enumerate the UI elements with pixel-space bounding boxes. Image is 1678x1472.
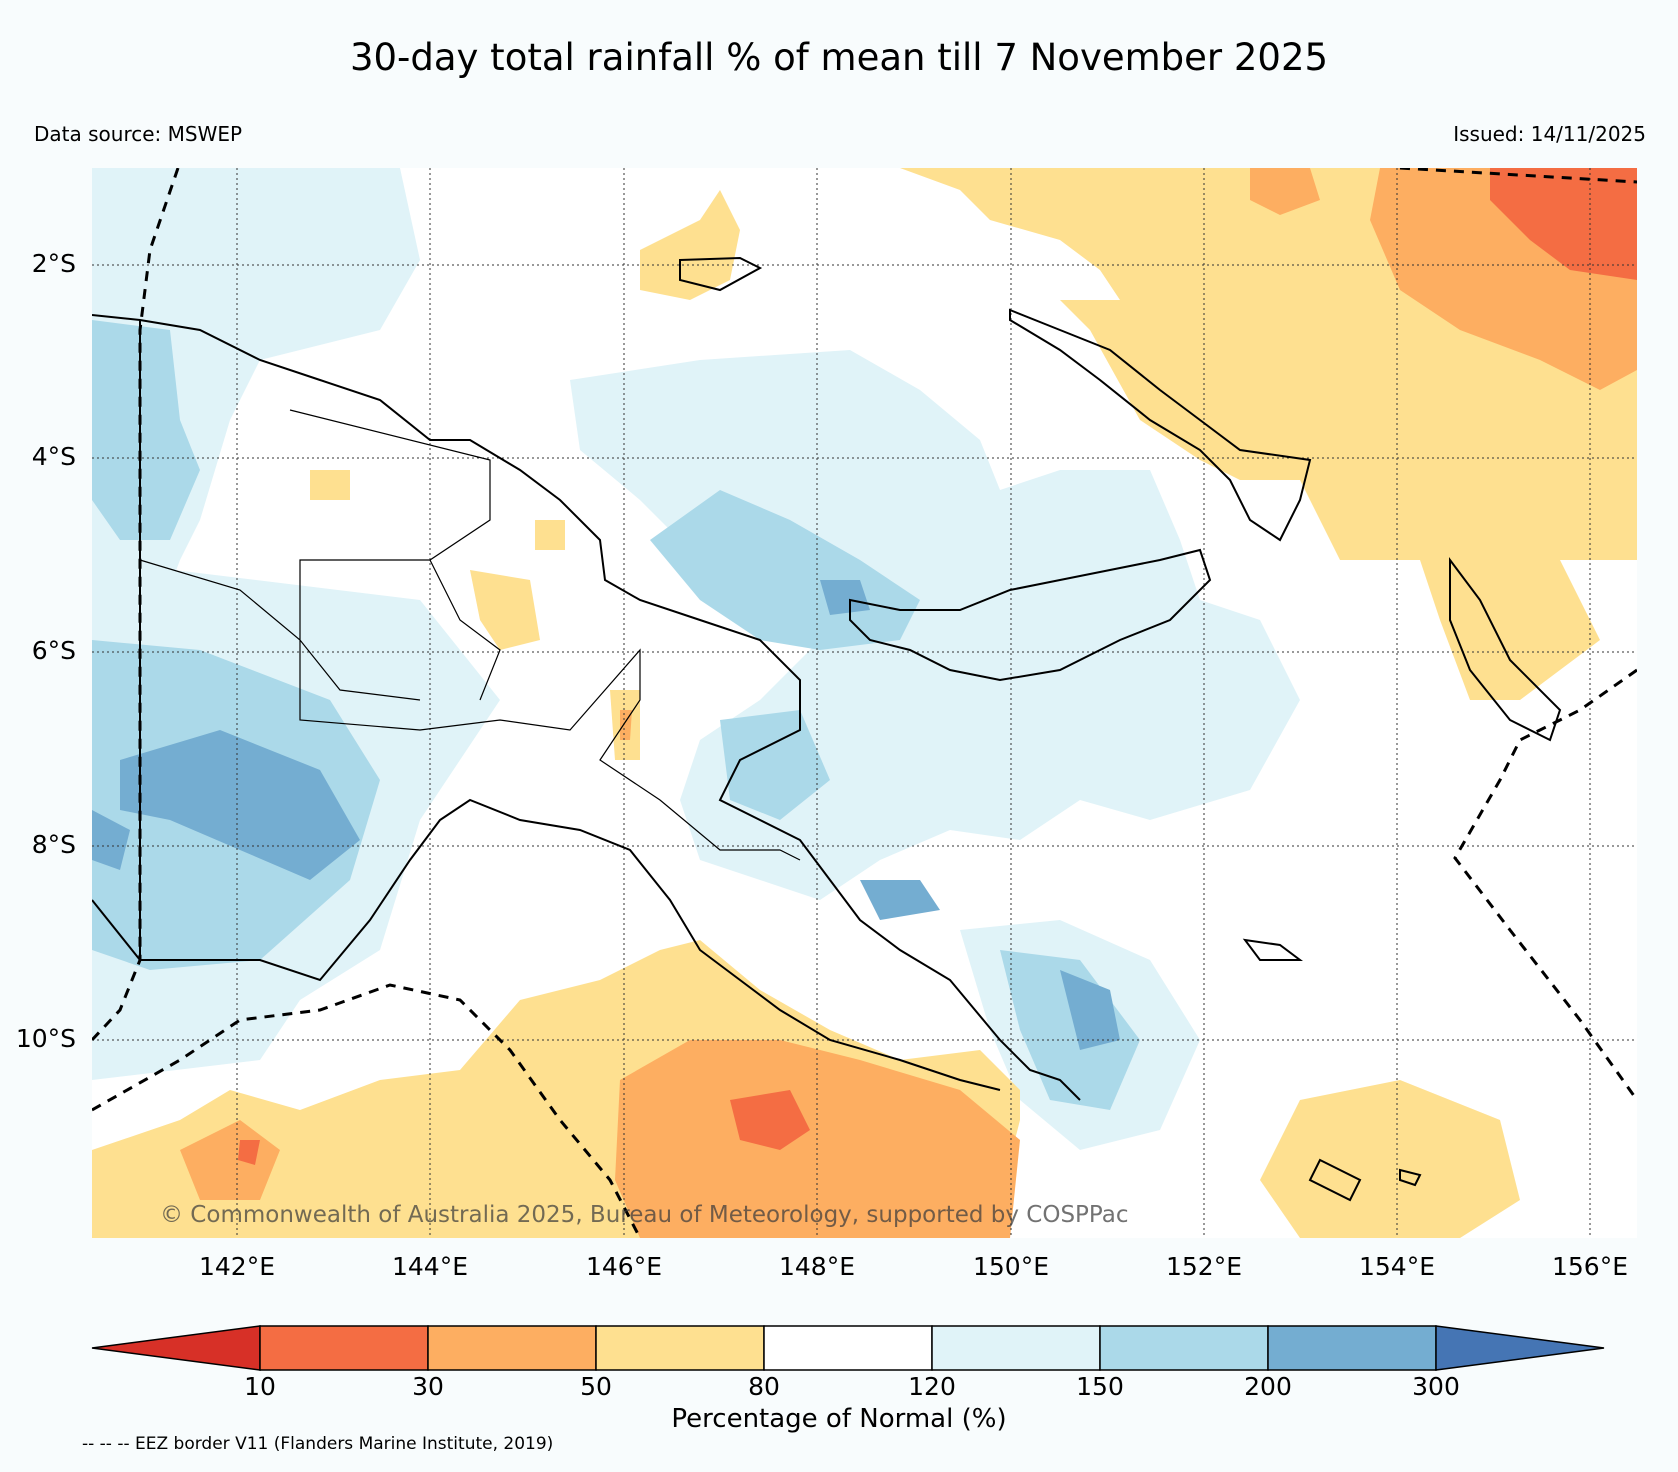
lon-label-156e: 156°E	[1551, 1252, 1628, 1281]
colorbar-low-extension	[91, 1325, 261, 1371]
data-source: Data source: MSWEP	[34, 122, 243, 146]
colorbar-title: Percentage of Normal (%)	[671, 1404, 1007, 1434]
lon-label-148e: 148°E	[778, 1252, 855, 1281]
lon-label-144e: 144°E	[391, 1252, 468, 1281]
graticule	[92, 168, 1637, 1238]
lon-label-150e: 150°E	[972, 1252, 1049, 1281]
lat-label-4s: 4°S	[31, 442, 76, 471]
map-title: 30-day total rainfall % of mean till 7 N…	[349, 36, 1329, 79]
lon-label-152e: 152°E	[1165, 1252, 1242, 1281]
provinces	[139, 409, 801, 861]
colorbar-tick-30: 30	[412, 1372, 444, 1401]
colorbar-10-30	[259, 1325, 429, 1371]
new-ireland	[1009, 308, 1312, 542]
eez-border-note: -- -- -- EEZ border V11 (Flanders Marine…	[82, 1434, 554, 1454]
lon-label-146e: 146°E	[585, 1252, 662, 1281]
islands-se-2	[1308, 1158, 1362, 1202]
colorbar-80-120	[763, 1325, 933, 1371]
colorbar	[91, 1325, 1605, 1371]
colorbar-200-300	[1267, 1325, 1437, 1371]
colorbar-50-80	[595, 1325, 765, 1371]
islands-se-3	[1399, 1168, 1422, 1187]
islands-se-1	[1242, 938, 1303, 961]
rainfall-fields	[92, 168, 1637, 1238]
colorbar-tick-80: 80	[748, 1372, 780, 1401]
colorbar-tick-10: 10	[244, 1372, 276, 1401]
lat-label-2s: 2°S	[31, 249, 76, 278]
copyright-credit: © Commonwealth of Australia 2025, Bureau…	[160, 1202, 1129, 1228]
colorbar-high-extension	[1435, 1325, 1605, 1371]
colorbar-30-50	[427, 1325, 597, 1371]
coastlines	[92, 256, 1562, 1202]
lon-label-142e: 142°E	[198, 1252, 275, 1281]
new-guinea-south-coast	[92, 798, 1001, 1091]
manus	[679, 256, 763, 292]
lon-label-154e: 154°E	[1358, 1252, 1435, 1281]
colorbar-tick-200: 200	[1244, 1372, 1292, 1401]
eez-borders	[92, 168, 1637, 1238]
colorbar-120-150	[931, 1325, 1101, 1371]
issued-date: Issued: 14/11/2025	[1453, 122, 1646, 146]
colorbar-tick-50: 50	[580, 1372, 612, 1401]
new-britain	[849, 548, 1212, 682]
colorbar-tick-120: 120	[908, 1372, 956, 1401]
lat-label-8s: 8°S	[31, 830, 76, 859]
colorbar-150-200	[1099, 1325, 1269, 1371]
lat-label-10s: 10°S	[15, 1024, 76, 1053]
colorbar-tick-150: 150	[1076, 1372, 1124, 1401]
bougainville	[1449, 557, 1562, 742]
lat-label-6s: 6°S	[31, 636, 76, 665]
colorbar-tick-300: 300	[1412, 1372, 1460, 1401]
new-guinea-north-coast	[92, 314, 1081, 1101]
